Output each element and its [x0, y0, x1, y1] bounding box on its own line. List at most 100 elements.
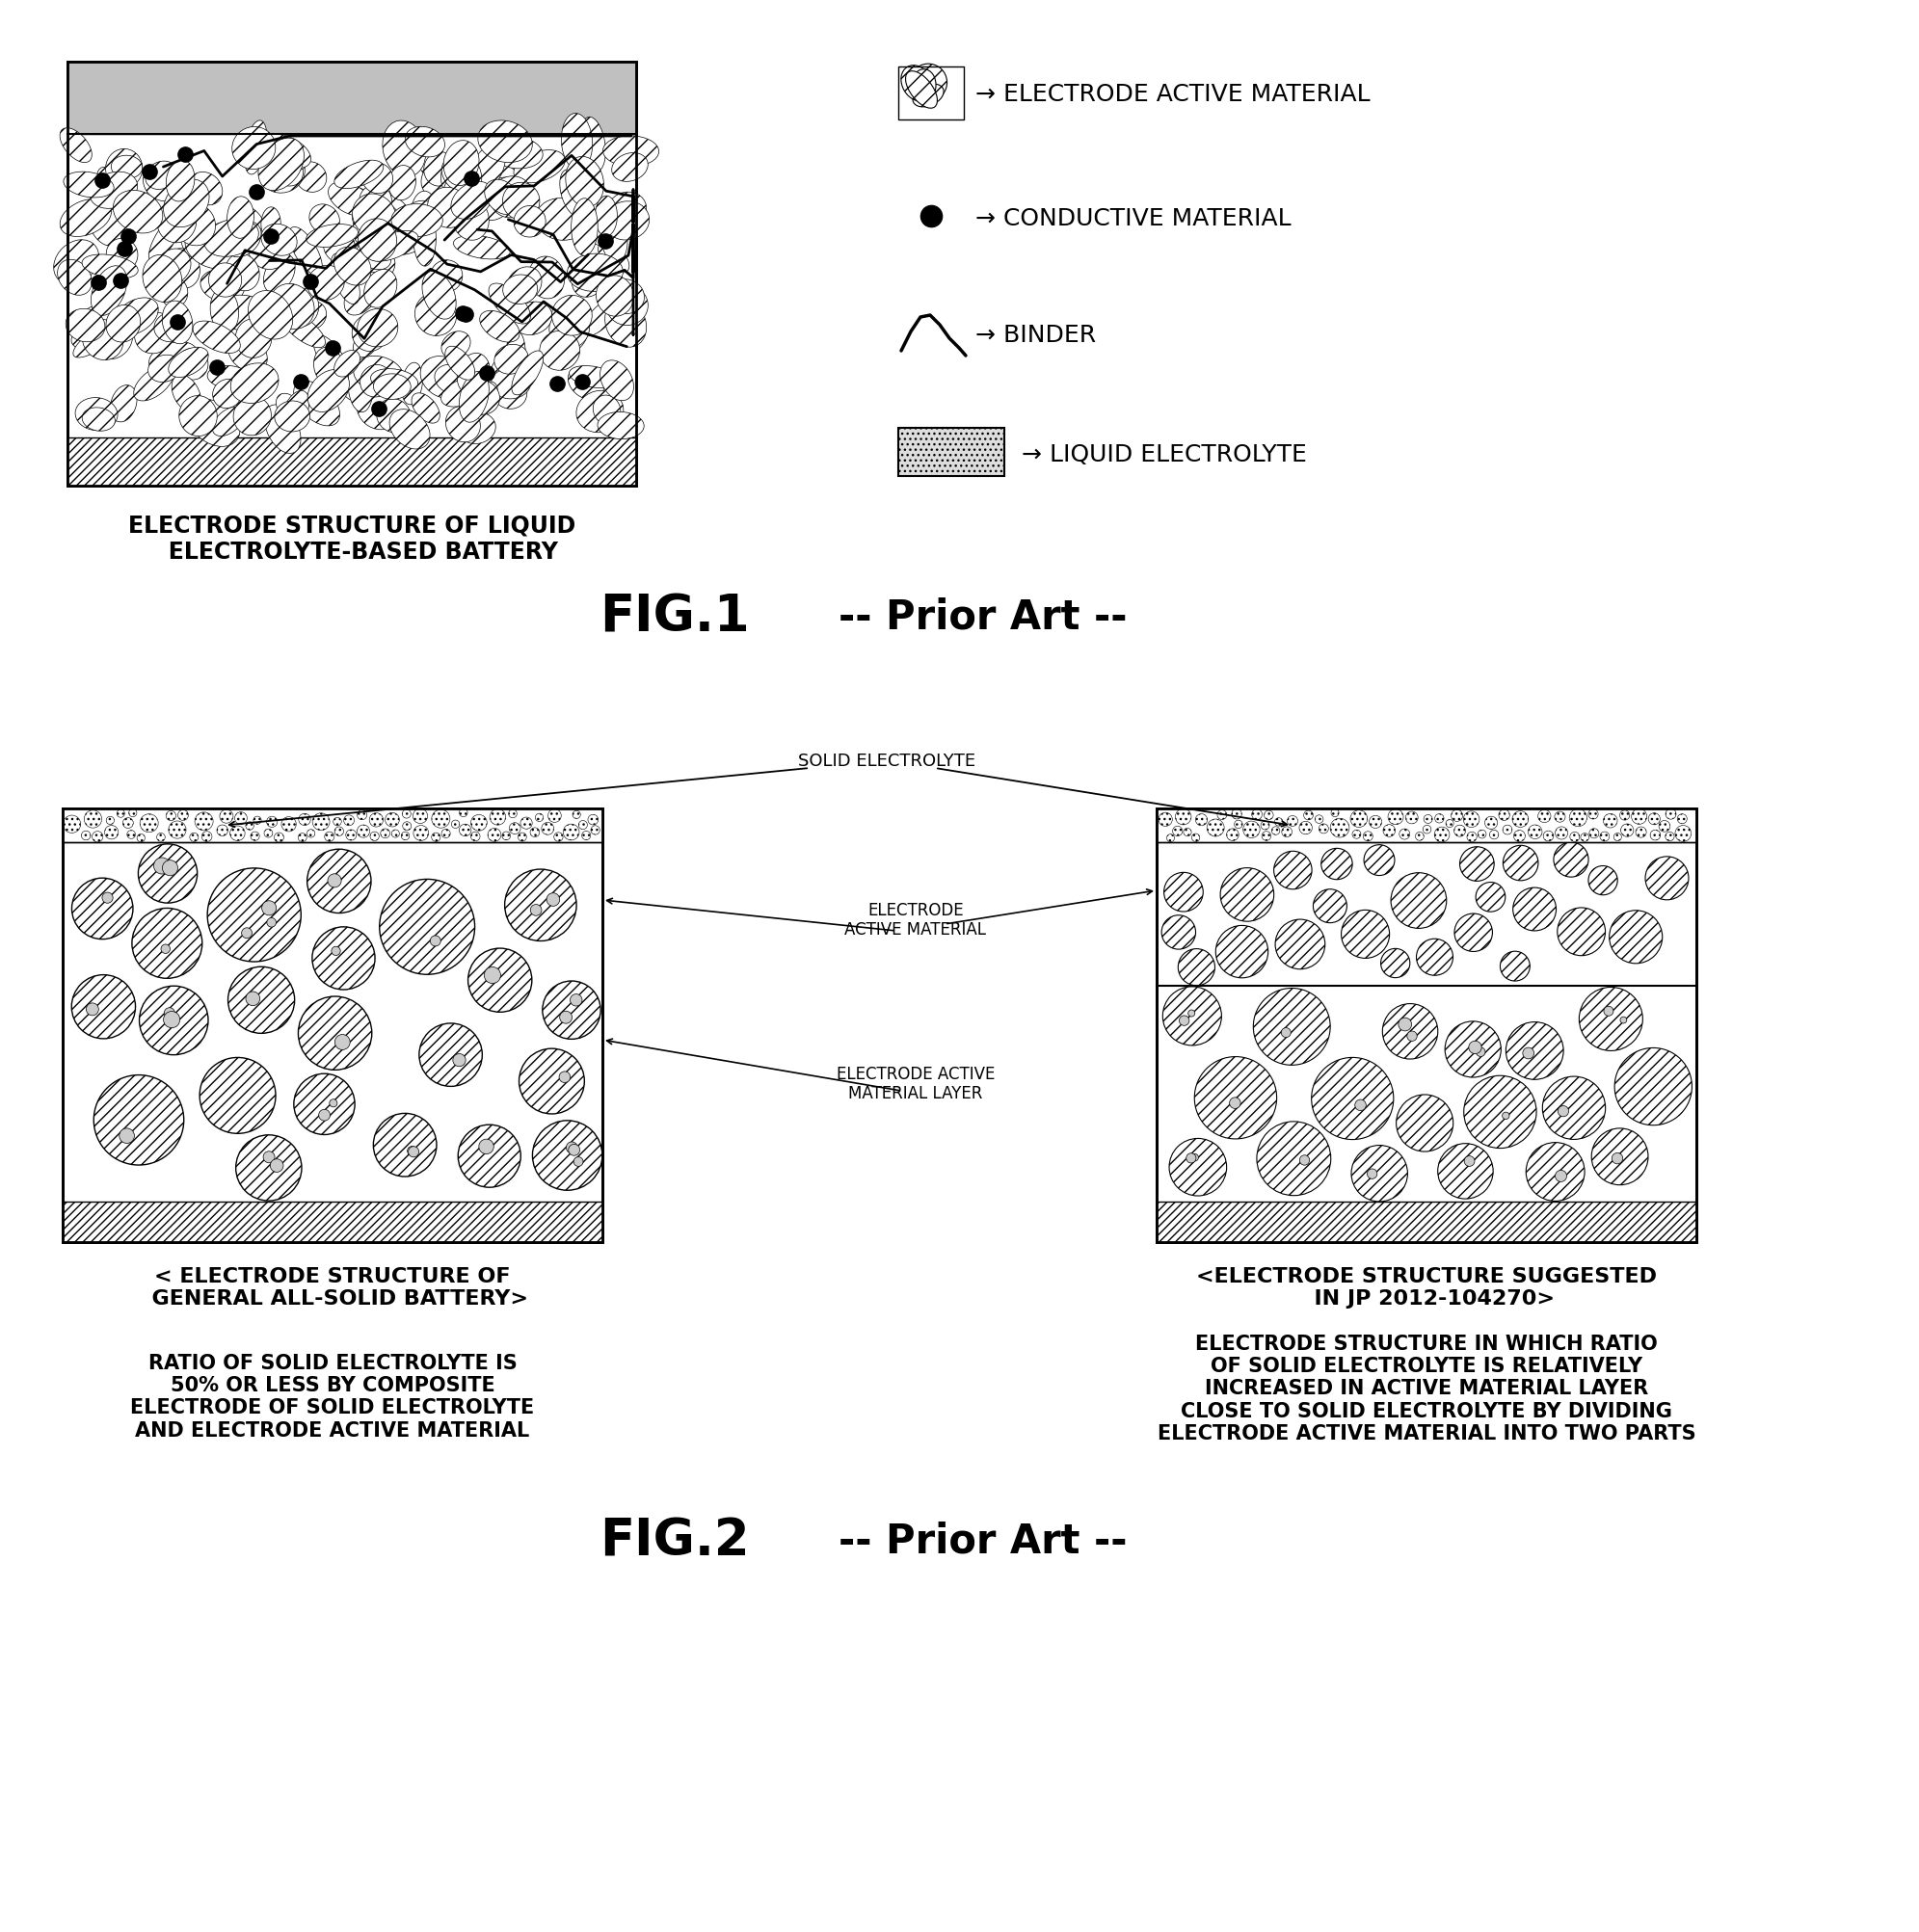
Circle shape: [1522, 1047, 1533, 1059]
Text: → CONDUCTIVE MATERIAL: → CONDUCTIVE MATERIAL: [975, 207, 1291, 230]
Ellipse shape: [98, 168, 119, 197]
Ellipse shape: [441, 155, 482, 205]
Circle shape: [328, 875, 342, 889]
Circle shape: [1405, 811, 1418, 825]
Ellipse shape: [180, 222, 215, 261]
Circle shape: [1543, 1076, 1606, 1140]
Circle shape: [190, 833, 198, 842]
Ellipse shape: [466, 145, 505, 197]
Ellipse shape: [606, 280, 645, 315]
Circle shape: [345, 831, 357, 840]
Circle shape: [207, 869, 301, 962]
Circle shape: [380, 879, 474, 976]
Bar: [67, 62, 635, 487]
Ellipse shape: [428, 187, 468, 228]
Circle shape: [581, 831, 591, 840]
Circle shape: [1528, 825, 1543, 838]
Ellipse shape: [580, 118, 606, 172]
Ellipse shape: [83, 408, 115, 431]
Ellipse shape: [361, 365, 391, 398]
Circle shape: [535, 813, 543, 823]
Circle shape: [267, 817, 278, 827]
Ellipse shape: [280, 311, 326, 348]
Circle shape: [1274, 852, 1313, 891]
Ellipse shape: [491, 357, 520, 392]
Circle shape: [1173, 827, 1182, 837]
Bar: [63, 810, 603, 1242]
Ellipse shape: [184, 228, 238, 270]
Ellipse shape: [612, 155, 649, 182]
Ellipse shape: [290, 228, 322, 276]
Circle shape: [1602, 813, 1618, 829]
Circle shape: [1579, 987, 1643, 1051]
Ellipse shape: [466, 383, 497, 417]
Ellipse shape: [566, 156, 604, 209]
Text: FIG.1: FIG.1: [601, 591, 750, 641]
Ellipse shape: [597, 276, 633, 317]
Ellipse shape: [194, 323, 240, 354]
Ellipse shape: [175, 205, 215, 247]
Circle shape: [401, 833, 409, 840]
Ellipse shape: [487, 137, 543, 170]
Ellipse shape: [313, 348, 344, 386]
Ellipse shape: [159, 278, 188, 309]
Circle shape: [242, 927, 251, 939]
Circle shape: [263, 1151, 274, 1163]
Bar: [67, 62, 635, 487]
Circle shape: [71, 976, 136, 1039]
Circle shape: [1299, 821, 1313, 835]
Ellipse shape: [248, 228, 290, 270]
Circle shape: [1622, 825, 1633, 837]
Circle shape: [570, 995, 581, 1007]
Ellipse shape: [267, 151, 303, 187]
Ellipse shape: [357, 309, 397, 348]
Ellipse shape: [217, 296, 272, 332]
Ellipse shape: [90, 267, 127, 317]
Ellipse shape: [391, 205, 443, 238]
Circle shape: [1424, 815, 1432, 823]
Circle shape: [505, 869, 576, 941]
Circle shape: [313, 813, 330, 831]
Ellipse shape: [65, 309, 106, 342]
Circle shape: [138, 844, 198, 904]
Circle shape: [294, 1074, 355, 1134]
Circle shape: [1677, 815, 1687, 825]
Circle shape: [1526, 1144, 1585, 1202]
Circle shape: [253, 817, 261, 825]
Circle shape: [1464, 811, 1480, 827]
Ellipse shape: [150, 342, 198, 375]
Bar: [1157, 810, 1696, 1242]
Circle shape: [562, 825, 580, 840]
Ellipse shape: [276, 292, 307, 325]
Circle shape: [261, 900, 276, 916]
Circle shape: [1282, 827, 1291, 838]
Ellipse shape: [601, 216, 628, 263]
Ellipse shape: [453, 197, 489, 242]
Ellipse shape: [177, 350, 207, 381]
Circle shape: [520, 817, 532, 829]
Circle shape: [344, 815, 355, 827]
Circle shape: [1631, 810, 1647, 825]
Circle shape: [1543, 831, 1554, 842]
Circle shape: [413, 827, 428, 840]
Circle shape: [1351, 811, 1368, 827]
Ellipse shape: [512, 352, 543, 396]
Ellipse shape: [345, 187, 382, 224]
Circle shape: [1589, 866, 1618, 895]
Ellipse shape: [422, 272, 457, 321]
Circle shape: [1217, 811, 1226, 819]
Circle shape: [313, 927, 374, 989]
Circle shape: [163, 1012, 180, 1028]
Circle shape: [1263, 833, 1270, 840]
Ellipse shape: [603, 137, 658, 168]
Ellipse shape: [368, 232, 418, 263]
Ellipse shape: [54, 242, 100, 286]
Ellipse shape: [382, 122, 426, 178]
Ellipse shape: [307, 267, 344, 301]
Circle shape: [357, 811, 367, 821]
Ellipse shape: [265, 406, 301, 454]
Ellipse shape: [443, 174, 484, 218]
Ellipse shape: [211, 288, 238, 334]
Circle shape: [1311, 1059, 1393, 1140]
Ellipse shape: [478, 122, 532, 164]
